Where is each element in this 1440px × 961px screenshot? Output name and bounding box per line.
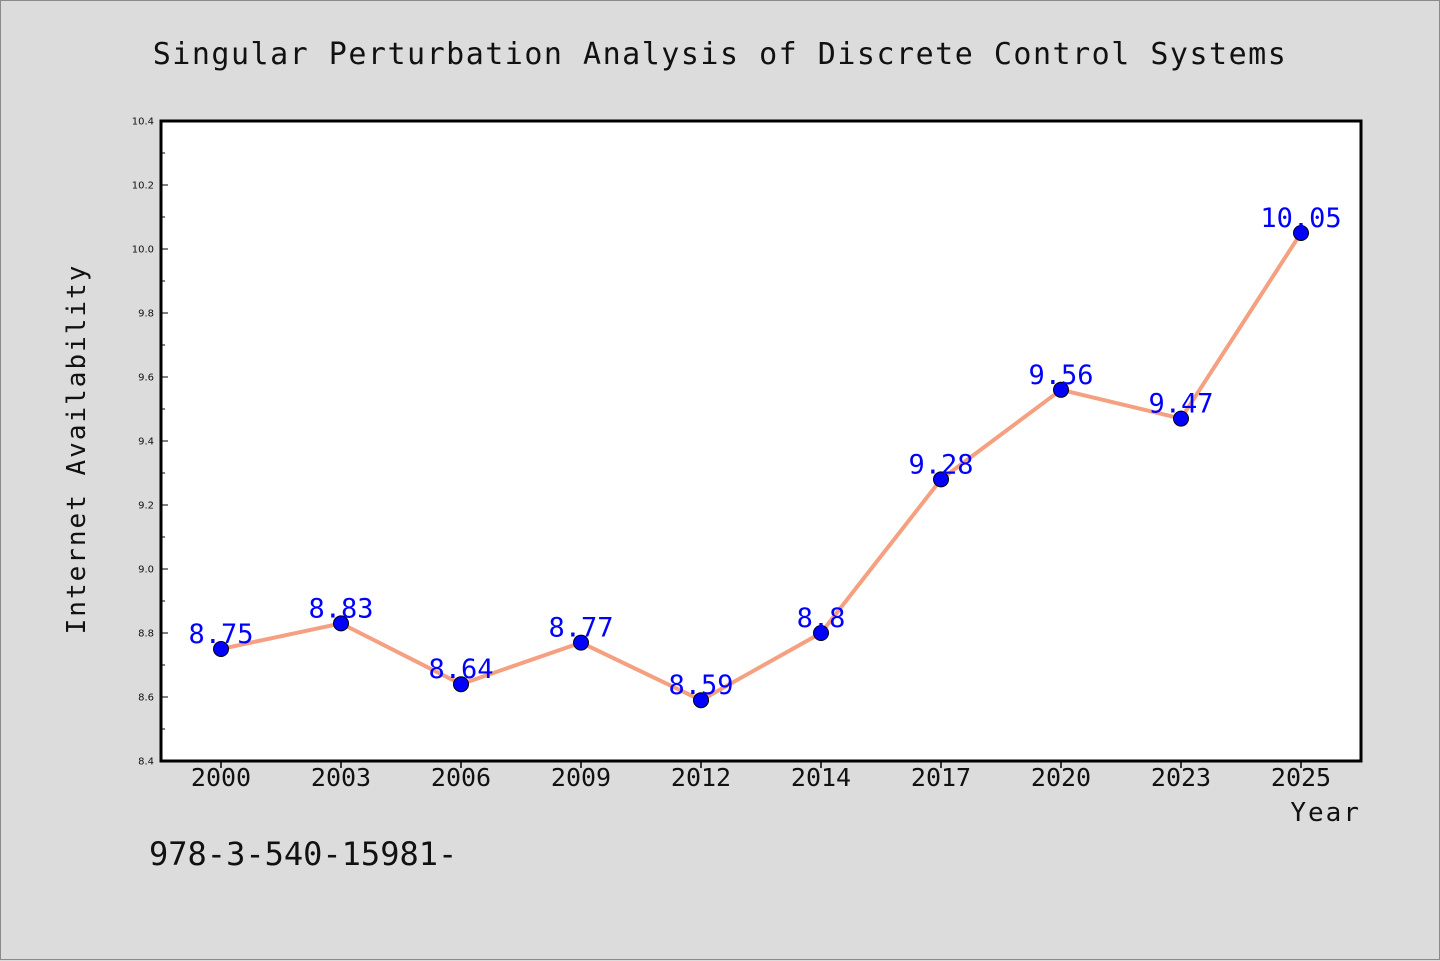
data-point <box>333 615 349 632</box>
data-point <box>453 676 469 693</box>
data-label: 8.8 <box>797 603 846 634</box>
x-tick-label: 2000 <box>191 763 251 792</box>
y-tick-label: 8.8 <box>138 629 154 640</box>
data-label: 8.64 <box>428 654 493 685</box>
y-tick-label: 9.6 <box>138 373 154 384</box>
y-axis: 8.4 8.6 8.8 9.0 9.2 9.4 9.6 9.8 10.0 10.2 10.4 <box>132 117 168 768</box>
data-point <box>933 471 949 488</box>
data-label: 9.47 <box>1148 389 1213 420</box>
x-tick-label: 2006 <box>431 763 491 792</box>
y-tick-label: 9.8 <box>138 309 154 320</box>
x-axis-label: Year <box>1290 798 1361 828</box>
x-tick-label: 2023 <box>1151 763 1211 792</box>
y-tick-label: 9.4 <box>138 437 154 448</box>
series-line <box>220 231 1303 703</box>
x-tick-label: 2017 <box>911 763 971 792</box>
data-point <box>213 641 229 657</box>
y-tick-label: 10.2 <box>132 181 154 192</box>
y-tick-label: 10.4 <box>132 117 154 128</box>
y-tick-label: 10.0 <box>132 245 154 256</box>
data-label: 8.75 <box>188 619 253 650</box>
data-label: 10.05 <box>1260 203 1341 234</box>
chart-title: Singular Perturbation Analysis of Discre… <box>153 37 1288 72</box>
data-label: 9.56 <box>1028 360 1093 391</box>
footnote-text: 978-3-540-15981- <box>149 835 457 873</box>
data-point <box>1293 225 1309 241</box>
y-tick-label: 8.6 <box>138 693 154 704</box>
x-tick-label: 2014 <box>791 763 851 792</box>
y-tick-label: 9.0 <box>138 565 154 576</box>
y-tick-label: 8.4 <box>138 757 154 768</box>
data-label: 9.28 <box>908 449 973 480</box>
data-point <box>1173 410 1189 427</box>
data-point <box>573 634 589 651</box>
data-label: 8.83 <box>308 593 373 624</box>
data-point <box>1053 381 1069 398</box>
x-tick-label: 2020 <box>1031 763 1091 792</box>
plot-area <box>159 119 1363 763</box>
data-point <box>813 625 829 641</box>
data-point <box>693 692 709 709</box>
y-tick-label: 9.2 <box>138 501 154 512</box>
data-label: 8.77 <box>548 613 613 644</box>
data-markers <box>213 225 1309 709</box>
x-tick-label: 2012 <box>671 763 731 792</box>
y-axis-label: Internet Availability <box>62 264 92 635</box>
x-tick-label: 2003 <box>311 763 371 792</box>
x-axis: 2000 2003 2006 2009 2012 2014 2017 2020 2023 2025 <box>191 761 1331 792</box>
data-label: 8.59 <box>668 670 733 701</box>
x-tick-label: 2025 <box>1271 763 1331 792</box>
data-labels: 8.75 8.83 8.64 8.77 8.59 8.8 9.28 9.56 9.47 10.05 <box>188 203 1341 701</box>
x-tick-label: 2009 <box>551 763 611 792</box>
